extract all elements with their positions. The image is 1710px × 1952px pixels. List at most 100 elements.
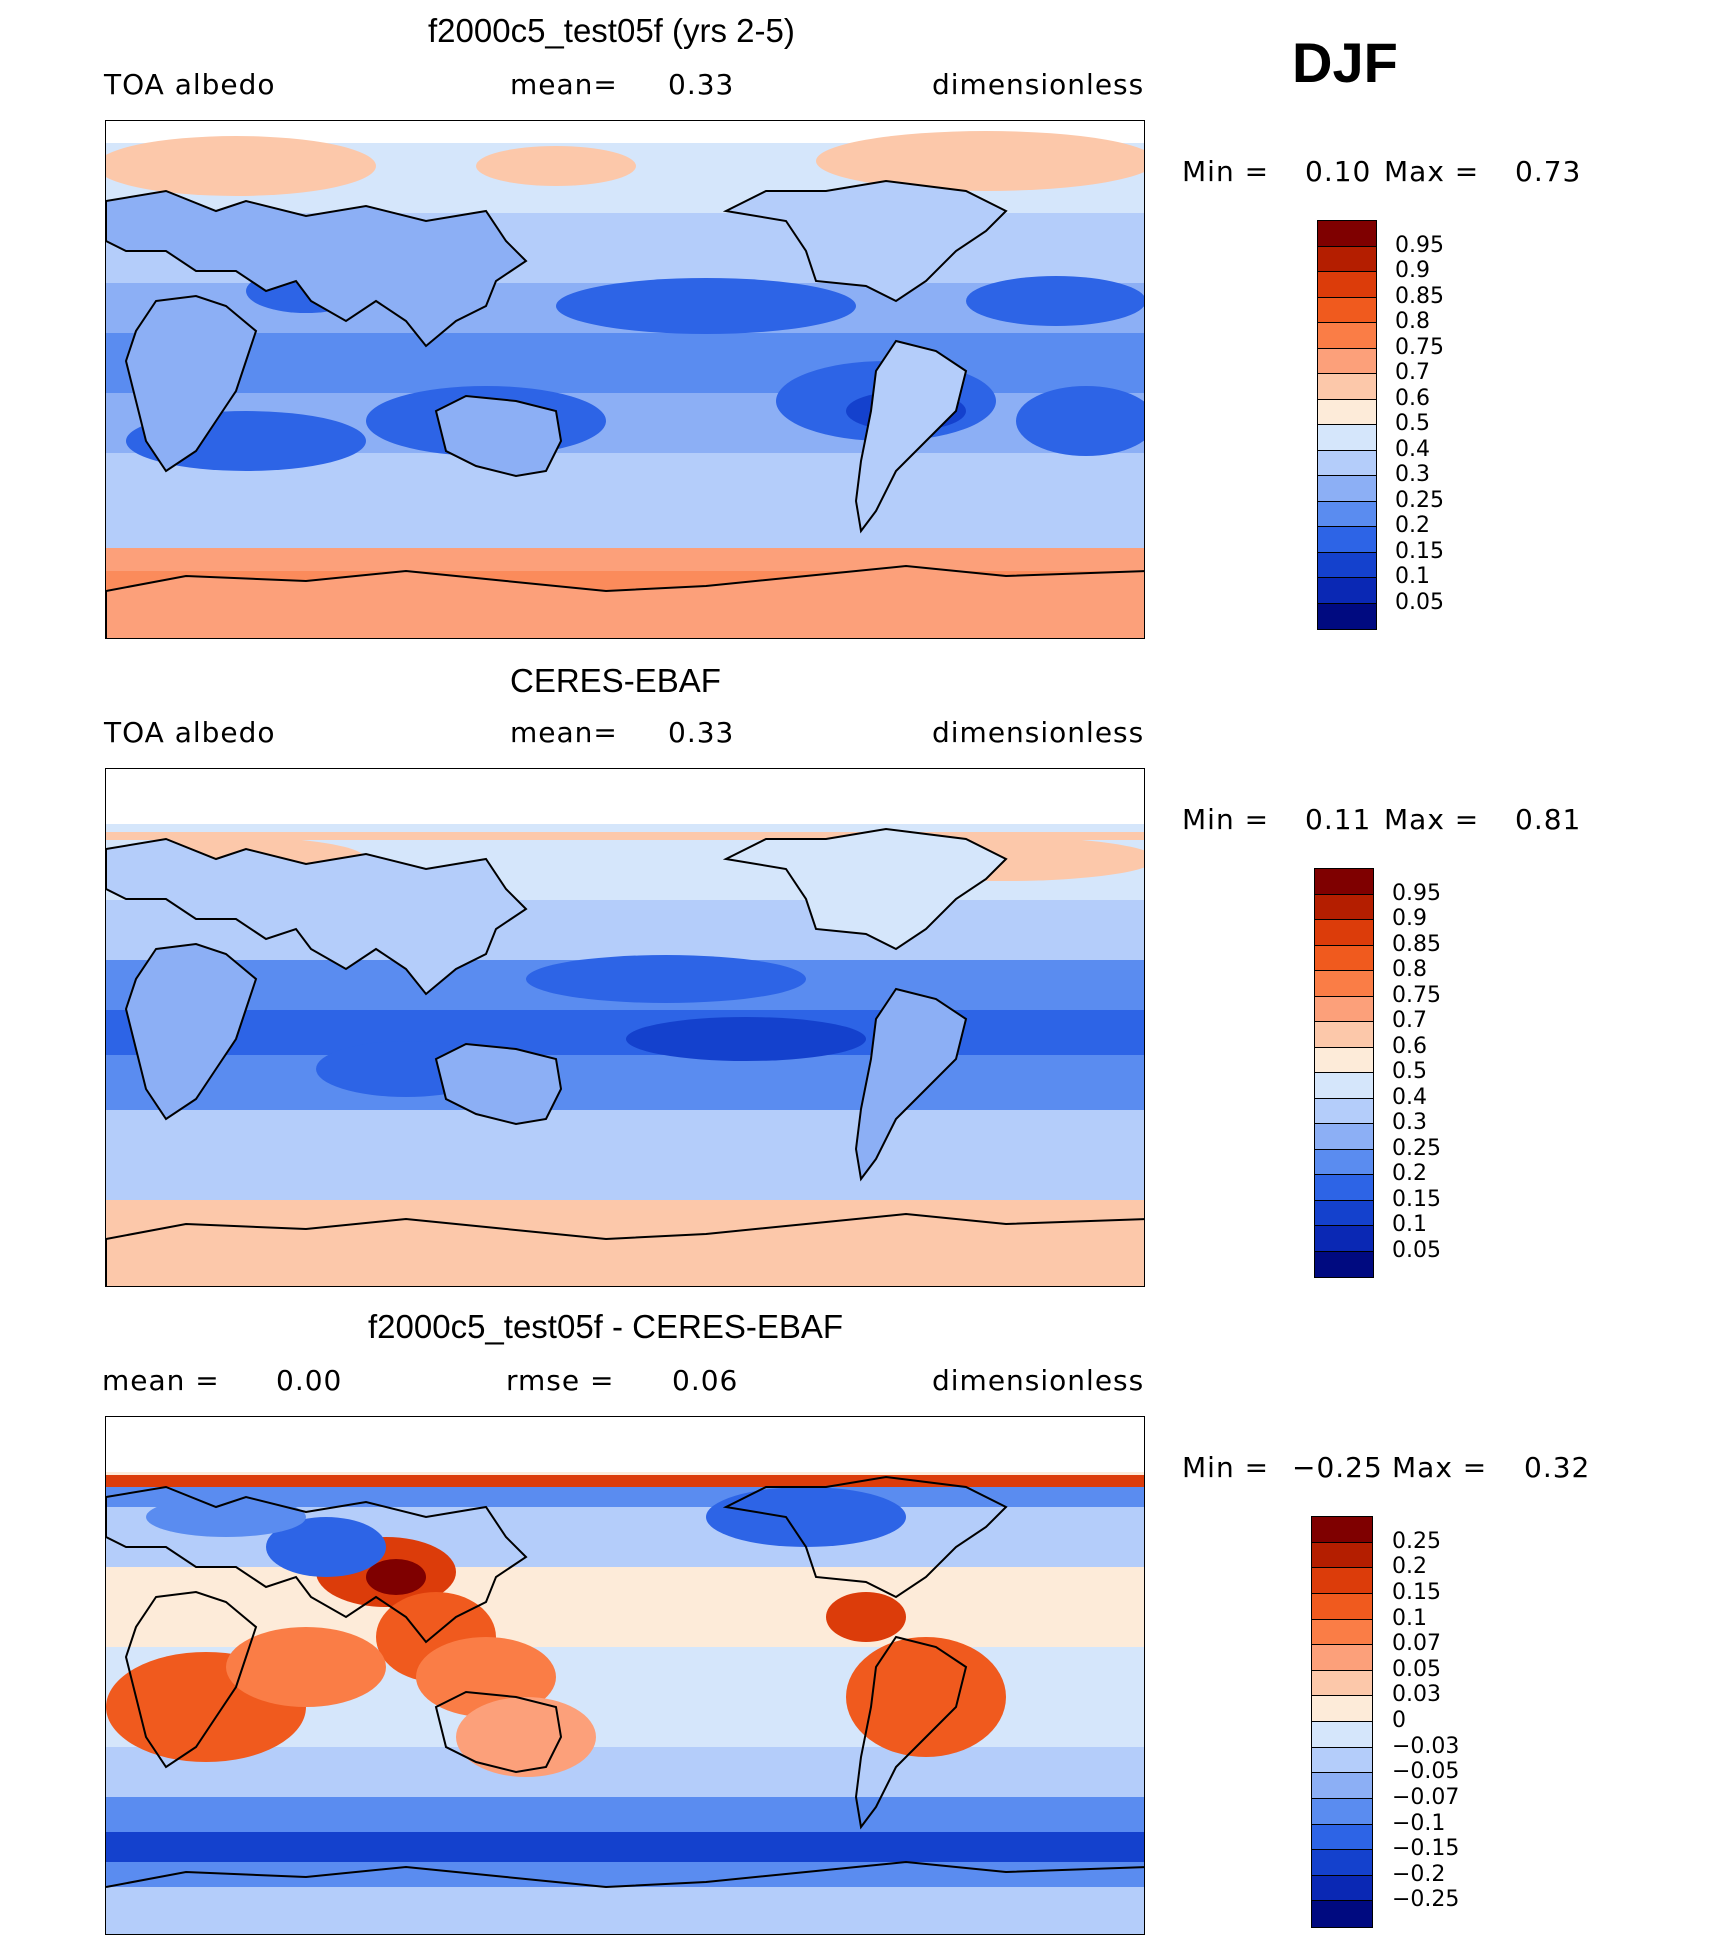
colorbar-swatch — [1312, 1696, 1372, 1722]
season-label: DJF — [1292, 31, 1398, 94]
colorbar-tick-label: 0.05 — [1395, 589, 1444, 615]
colorbar-tick-label: 0.9 — [1395, 258, 1430, 283]
panel3-title: f2000c5_test05f - CERES-EBAF — [368, 1308, 844, 1345]
colorbar-swatch — [1312, 1901, 1372, 1927]
colorbar-tick-label: 0.1 — [1395, 564, 1430, 589]
colorbar-tick-label: 0.8 — [1395, 309, 1430, 334]
colorbar-swatch — [1318, 272, 1376, 298]
colorbar-tick-label: 0.6 — [1395, 385, 1430, 411]
colorbar-tick-label: 0.5 — [1392, 1059, 1427, 1084]
colorbar-swatch — [1315, 996, 1373, 1022]
colorbar-tick-label: 0.4 — [1395, 436, 1430, 462]
panel1-title: f2000c5_test05f (yrs 2-5) — [428, 12, 795, 49]
colorbar-swatch — [1315, 971, 1373, 997]
panel2-variable-label: TOA albedo — [104, 716, 276, 749]
panel1-mean-label: mean= — [510, 68, 618, 101]
panel1-units-label: dimensionless — [932, 68, 1145, 101]
panel3-mean-value: 0.00 — [276, 1364, 343, 1397]
colorbar-tick-label: 0.1 — [1392, 1212, 1427, 1237]
colorbar-tick-label: 0.85 — [1392, 931, 1441, 957]
panel2-mean-label: mean= — [510, 716, 618, 749]
colorbar-swatch — [1318, 297, 1376, 323]
colorbar-swatch — [1318, 578, 1376, 604]
panel2-min-value: 0.11 — [1305, 803, 1372, 836]
colorbar-swatch — [1315, 1098, 1373, 1124]
colorbar-tick-label: 0.8 — [1392, 957, 1427, 982]
colorbar-tick-label: 0.15 — [1392, 1579, 1441, 1605]
panel2-max-label: Max = — [1384, 803, 1480, 836]
colorbar-swatch — [1312, 1824, 1372, 1851]
panel2-map — [105, 768, 1145, 1287]
colorbar-tick-label: 0.1 — [1392, 1605, 1427, 1631]
colorbar-tick-label: −0.07 — [1392, 1784, 1460, 1810]
colorbar-swatch — [1312, 1875, 1372, 1902]
colorbar-tick-label: 0.2 — [1395, 513, 1430, 538]
colorbar-swatch — [1312, 1568, 1372, 1594]
colorbar-swatch — [1315, 1047, 1373, 1073]
colorbar-swatch — [1312, 1645, 1372, 1671]
colorbar-swatch — [1312, 1798, 1372, 1825]
colorbar-tick-label: 0.85 — [1395, 283, 1444, 309]
panel3-rmse-label: rmse = — [506, 1364, 615, 1397]
colorbar-swatch — [1315, 945, 1373, 971]
colorbar-tick-label: 0.15 — [1392, 1186, 1441, 1212]
panel1-max-value: 0.73 — [1515, 155, 1582, 188]
colorbar-tick-label: 0.7 — [1392, 1008, 1427, 1033]
colorbar-swatch — [1315, 1251, 1373, 1277]
colorbar-swatch — [1312, 1722, 1372, 1748]
colorbar-swatch — [1312, 1747, 1372, 1774]
colorbar-tick-label: −0.03 — [1392, 1733, 1460, 1759]
colorbar-tick-label: 0.75 — [1392, 982, 1441, 1008]
colorbar-tick-label: 0.25 — [1392, 1528, 1441, 1554]
colorbar-swatch — [1318, 323, 1376, 349]
panel3-max-value: 0.32 — [1524, 1451, 1591, 1484]
panel2-colorbar — [1314, 868, 1374, 1278]
colorbar-swatch — [1315, 920, 1373, 946]
colorbar-tick-label: −0.05 — [1392, 1759, 1460, 1785]
colorbar-tick-label: 0.25 — [1395, 487, 1444, 513]
panel1-colorbar — [1317, 220, 1377, 630]
colorbar-swatch — [1318, 399, 1376, 425]
panel1-min-value: 0.10 — [1305, 155, 1372, 188]
colorbar-swatch — [1312, 1619, 1372, 1646]
panel2-min-label: Min = — [1182, 803, 1270, 836]
colorbar-swatch — [1312, 1542, 1372, 1569]
colorbar-tick-label: 0.05 — [1392, 1237, 1441, 1263]
colorbar-tick-label: 0.95 — [1392, 880, 1441, 906]
panel2-max-value: 0.81 — [1515, 803, 1582, 836]
panel2-title: CERES-EBAF — [510, 662, 721, 699]
colorbar-swatch — [1318, 527, 1376, 553]
colorbar-swatch — [1312, 1773, 1372, 1799]
colorbar-swatch — [1312, 1593, 1372, 1620]
panel2-mean-value: 0.33 — [668, 716, 735, 749]
colorbar-swatch — [1318, 348, 1376, 374]
colorbar-swatch — [1318, 450, 1376, 476]
panel3-max-label: Max = — [1392, 1451, 1488, 1484]
colorbar-tick-label: 0.2 — [1392, 1161, 1427, 1186]
colorbar-tick-label: 0.05 — [1392, 1656, 1441, 1682]
panel3-mean-label: mean = — [102, 1364, 220, 1397]
colorbar-tick-label: −0.25 — [1392, 1887, 1460, 1913]
colorbar-swatch — [1318, 246, 1376, 272]
panel1-variable-label: TOA albedo — [104, 68, 276, 101]
panel3-colorbar — [1311, 1516, 1373, 1928]
colorbar-tick-label: 0.95 — [1395, 232, 1444, 258]
colorbar-tick-label: 0.07 — [1392, 1631, 1441, 1657]
colorbar-swatch — [1318, 476, 1376, 502]
colorbar-tick-label: 0.2 — [1392, 1554, 1427, 1580]
panel3-min-label: Min = — [1182, 1451, 1270, 1484]
colorbar-tick-label: −0.15 — [1392, 1836, 1460, 1862]
colorbar-swatch — [1318, 374, 1376, 400]
panel1-max-label: Max = — [1384, 155, 1480, 188]
colorbar-swatch — [1315, 1149, 1373, 1175]
colorbar-tick-label: 0 — [1392, 1708, 1406, 1733]
colorbar-swatch — [1312, 1517, 1372, 1543]
colorbar-tick-label: −0.2 — [1392, 1861, 1446, 1887]
colorbar-swatch — [1315, 1226, 1373, 1252]
panel3-rmse-value: 0.06 — [672, 1364, 739, 1397]
colorbar-swatch — [1312, 1670, 1372, 1697]
colorbar-tick-label: 0.03 — [1392, 1682, 1441, 1708]
panel3-units-label: dimensionless — [932, 1364, 1145, 1397]
colorbar-tick-label: 0.9 — [1392, 906, 1427, 931]
panel1-mean-value: 0.33 — [668, 68, 735, 101]
